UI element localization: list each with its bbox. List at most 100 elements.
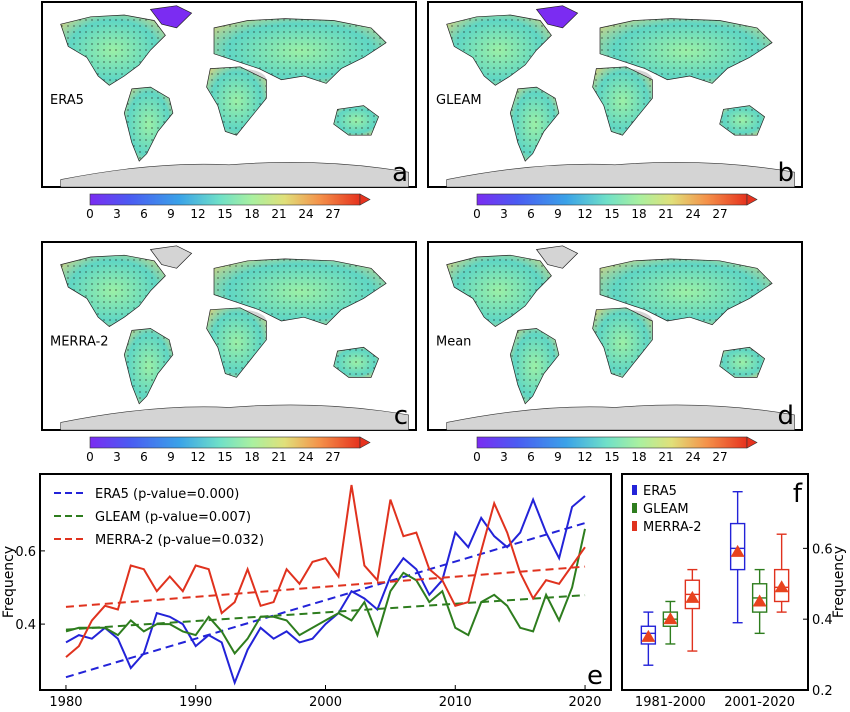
- y-tick-label: 0.2: [812, 684, 833, 699]
- colorbar-tick-label: 18: [244, 450, 259, 464]
- continent-shape: [535, 245, 579, 269]
- legend-label-gleam: GLEAM: [643, 502, 689, 517]
- colorbar-gradient: [476, 436, 748, 449]
- colorbar-extend-arrow: [746, 193, 758, 206]
- series-line-merra2: [65, 484, 586, 658]
- colorbar-tick-label: 27: [325, 450, 340, 464]
- colorbar-tick-label: 0: [473, 450, 481, 464]
- significance-dots: [592, 307, 653, 378]
- legend-swatch-gleam: [632, 503, 637, 513]
- colorbar-tick-label: 9: [554, 207, 562, 221]
- series-line-gleam: [65, 528, 586, 656]
- antarctica-shape: [60, 404, 409, 431]
- colorbar-tick-label: 0: [473, 207, 481, 221]
- legend-label-merra2: MERRA-2: [643, 520, 702, 535]
- map-label: MERRA-2: [50, 334, 109, 349]
- panel-letter: c: [394, 401, 408, 431]
- significance-dots: [719, 347, 765, 378]
- colorbar-tick-label: 0: [86, 207, 94, 221]
- colorbar-tick-label: 3: [500, 450, 508, 464]
- colorbar: 0 3 6 9 12 15 18 21 24 27: [86, 436, 371, 464]
- significance-dots: [510, 328, 559, 404]
- panel-letter: f: [793, 479, 803, 509]
- mean-marker: [730, 544, 745, 557]
- colorbar-tick-label: 15: [217, 450, 232, 464]
- panel-letter: e: [587, 661, 603, 691]
- significance-dots: [600, 18, 773, 84]
- x-category-label: 2001-2020: [724, 695, 795, 710]
- colorbar-tick-label: 6: [527, 207, 535, 221]
- legend-label-era5: ERA5: [643, 484, 677, 499]
- x-tick-label: 1990: [179, 695, 212, 710]
- colorbar-tick-label: 24: [298, 450, 313, 464]
- significance-dots: [510, 87, 559, 162]
- mean-marker: [685, 590, 700, 603]
- colorbar-tick-label: 6: [140, 450, 148, 464]
- significance-dots: [206, 66, 267, 136]
- colorbar-tick-label: 18: [631, 207, 646, 221]
- mean-marker: [663, 612, 678, 625]
- colorbar-tick-label: 6: [527, 450, 535, 464]
- continent-shape: [149, 245, 193, 269]
- colorbar-gradient: [89, 436, 361, 449]
- colorbar-tick-label: 18: [631, 450, 646, 464]
- y-tick-label: 0.6: [15, 545, 36, 560]
- y-axis-label: Frequency: [1, 546, 17, 618]
- significance-dots: [333, 347, 379, 378]
- colorbar-extend-arrow: [746, 436, 758, 449]
- significance-dots: [60, 255, 166, 327]
- colorbar-tick-label: 3: [500, 207, 508, 221]
- plot-frame: [39, 473, 612, 691]
- box-body-merra2: [773, 568, 790, 603]
- legend-label-merra2: MERRA-2 (p-value=0.032): [95, 533, 264, 548]
- significance-dots: [446, 15, 552, 86]
- legend-label-gleam: GLEAM (p-value=0.007): [95, 510, 251, 525]
- colorbar-tick-label: 12: [190, 207, 205, 221]
- x-tick-label: 2020: [568, 695, 601, 710]
- significance-dots: [124, 87, 173, 162]
- plot-frame: [621, 473, 809, 691]
- colorbar-tick-label: 21: [658, 207, 673, 221]
- map-label: ERA5: [50, 93, 84, 108]
- panel-letter: d: [777, 401, 794, 431]
- x-tick-label: 2010: [439, 695, 472, 710]
- map-label: Mean: [436, 334, 471, 349]
- colorbar-tick-label: 6: [140, 207, 148, 221]
- colorbar-tick-label: 21: [271, 450, 286, 464]
- significance-dots: [446, 255, 552, 327]
- mean-marker: [641, 629, 656, 642]
- significance-dots: [214, 258, 387, 325]
- box-body-era5: [640, 625, 657, 645]
- y-axis-label: Frequency: [831, 546, 847, 618]
- trend-line-gleam: [65, 594, 586, 631]
- colorbar-extend-arrow: [359, 193, 371, 206]
- map-panel-gleam: GLEAM b 0 3 6 9 12 15 18 21 24 27: [427, 1, 803, 221]
- colorbar-tick-label: 9: [167, 207, 175, 221]
- y-tick-label: 0.6: [812, 542, 833, 557]
- map-panel-era5: ERA5 a 0 3 6 9 12 15 18 21 24 27: [41, 1, 417, 221]
- map-label: GLEAM: [436, 93, 482, 108]
- box-body-era5: [729, 522, 746, 571]
- x-tick-label: 1980: [49, 695, 82, 710]
- x-category-label: 1981-2000: [635, 695, 706, 710]
- colorbar-tick-label: 21: [271, 207, 286, 221]
- colorbar-tick-label: 27: [712, 450, 727, 464]
- colorbar-tick-label: 12: [577, 450, 592, 464]
- legend-swatch-era5: [632, 485, 637, 495]
- colorbar-gradient: [89, 193, 361, 206]
- colorbar-tick-label: 12: [577, 207, 592, 221]
- colorbar-tick-label: 12: [190, 450, 205, 464]
- colorbar-tick-label: 0: [86, 450, 94, 464]
- mean-marker: [774, 580, 789, 593]
- significance-dots: [206, 307, 267, 378]
- colorbar-tick-label: 27: [712, 207, 727, 221]
- x-tick-label: 2000: [309, 695, 342, 710]
- continent-shape: [149, 5, 193, 29]
- colorbar-extend-arrow: [359, 436, 371, 449]
- colorbar-tick-label: 15: [604, 450, 619, 464]
- colorbar-tick-label: 15: [604, 207, 619, 221]
- colorbar-tick-label: 24: [685, 450, 700, 464]
- colorbar-gradient: [476, 193, 748, 206]
